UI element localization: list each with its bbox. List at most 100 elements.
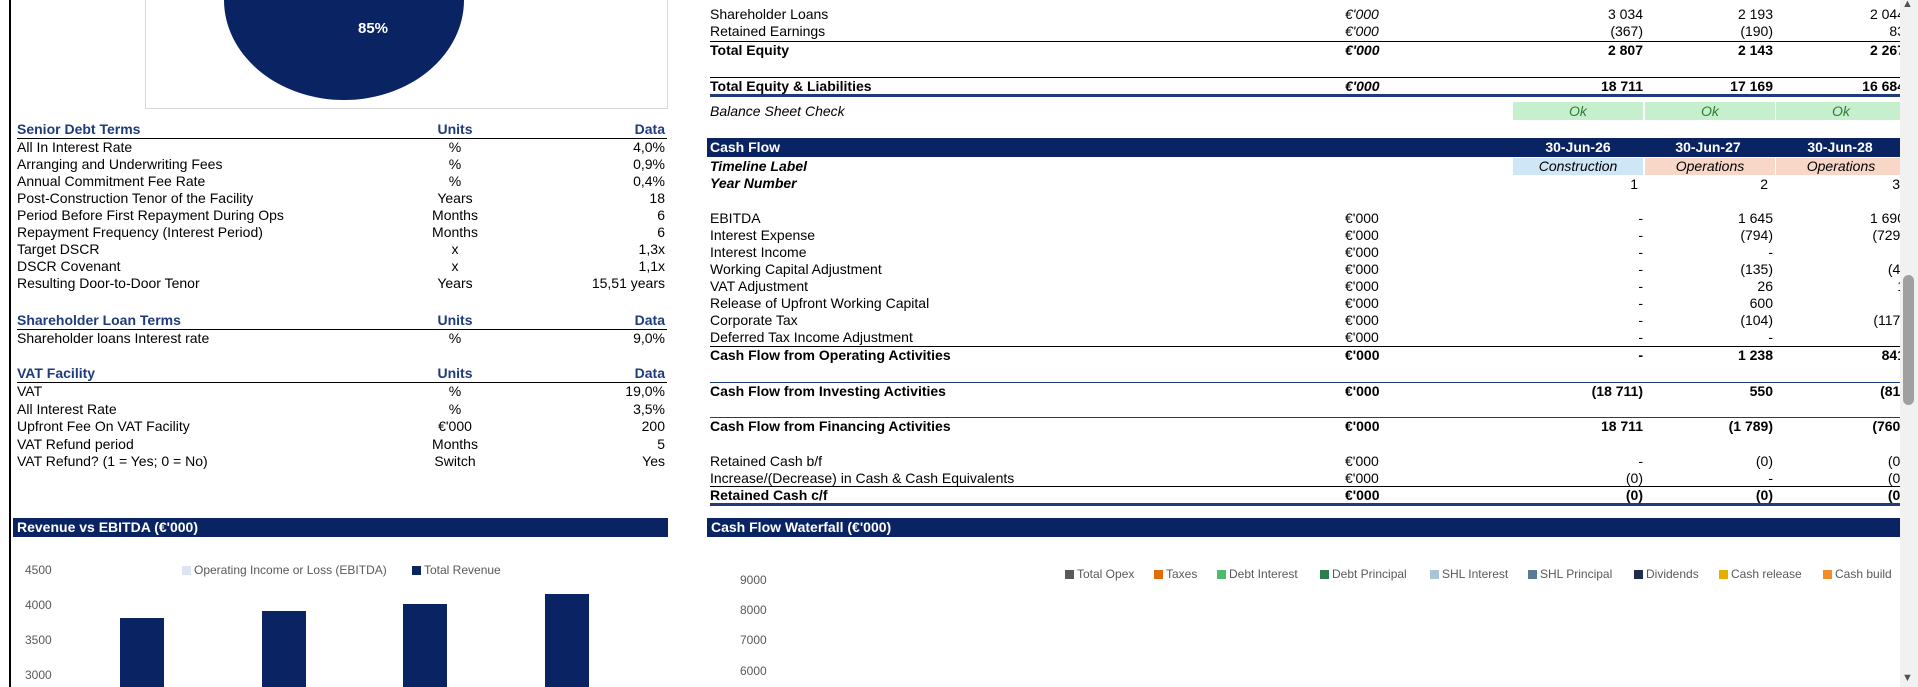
row-units: Years <box>437 275 473 291</box>
row-label: Shareholder Loans <box>710 6 829 22</box>
row-value-v3: (4) <box>1887 261 1905 277</box>
row-value-v3: 1 <box>1775 278 1905 295</box>
table-row: Resulting Door-to-Door Tenor Years 15,51 y… <box>17 275 667 292</box>
operating-cash-flow-row: Cash Flow from Operating Activities €'000… <box>710 347 1905 364</box>
divider <box>710 486 1900 487</box>
table-row: VAT Refund? (1 = Yes; 0 = No) Switch Yes <box>17 453 667 470</box>
row-value-v2: (0) <box>1755 487 1773 503</box>
row-data: Data <box>634 365 665 381</box>
revenue-bar <box>545 593 589 687</box>
row-label: VAT Refund period <box>17 435 134 452</box>
row-label: Deferred Tax Income Adjustment <box>710 329 913 345</box>
row-label: Cash Flow from Financing Activities <box>710 418 951 434</box>
divider <box>710 77 1900 78</box>
row-units: Years <box>437 190 473 206</box>
row-units: % <box>448 400 462 417</box>
row-units: x <box>451 258 459 274</box>
row-value-v3: 16 684 <box>1862 78 1905 94</box>
row-value-v3: (117) <box>1873 312 1905 328</box>
row-value-v2: (190) <box>1740 23 1773 39</box>
row-value-v2: 26 <box>1757 278 1773 294</box>
row-unit: €'000 <box>1345 418 1380 434</box>
y-tick-label: 3500 <box>25 633 52 647</box>
table-row: Upfront Fee On VAT Facility €'000 200 <box>17 418 667 435</box>
row-units: % <box>448 383 462 399</box>
double-divider <box>710 94 1900 97</box>
pie-chart: 85% <box>145 0 668 109</box>
legend-swatch <box>1217 570 1226 579</box>
divider <box>710 41 1900 42</box>
row-value-v3: (760) <box>1872 418 1905 434</box>
row-value-v1: (0) <box>1625 470 1643 486</box>
row-label: VAT Refund? (1 = Yes; 0 = No) <box>17 453 208 469</box>
row-value-v1: - <box>1638 453 1643 469</box>
scroll-down-arrow[interactable]: ▼ <box>1902 672 1913 684</box>
revenue-bar <box>120 618 164 687</box>
row-value-v2: 17 169 <box>1730 78 1773 94</box>
row-value-v3: 1 690 <box>1869 210 1905 226</box>
row-value-v1: - <box>1638 210 1643 226</box>
row-data: Data <box>634 121 665 137</box>
y-tick-label: 9000 <box>740 573 767 587</box>
row-label: All Interest Rate <box>17 400 117 417</box>
row-value-v3: (0) <box>1887 487 1905 503</box>
year-number-label: Year Number <box>710 175 797 191</box>
scrollbar-thumb[interactable] <box>1903 275 1914 405</box>
year-number: 1 <box>1630 176 1638 192</box>
legend-item: Operating Income or Loss (EBITDA) <box>182 563 387 577</box>
row-data: 6 <box>657 207 665 223</box>
row-data: Data <box>634 312 665 328</box>
row-value-v3: 2 044 <box>1869 6 1905 22</box>
row-unit: €'000 <box>1345 470 1379 486</box>
row-label: DSCR Covenant <box>17 258 121 274</box>
table-row: All Interest Rate% 3,5% <box>17 401 667 418</box>
row-value-v1: - <box>1638 278 1643 294</box>
row-label: Release of Upfront Working Capital <box>710 295 930 311</box>
row-data: 3,5% <box>633 400 665 417</box>
legend-swatch <box>1719 570 1728 579</box>
row-unit: €'000 <box>1345 278 1379 294</box>
table-row: Target DSCR x 1,3x <box>17 241 667 258</box>
row-unit: €'000 <box>1345 312 1379 328</box>
row-units: % <box>448 330 462 346</box>
row-units: Units <box>437 121 473 137</box>
row-value-v2: - <box>1768 329 1773 345</box>
row-value-v2: 600 <box>1749 295 1773 311</box>
retained-cash-bf-row: Retained Cash b/f €'000 - (0) (0) <box>710 453 1905 470</box>
double-divider <box>710 503 1900 506</box>
row-label: VAT <box>17 383 43 399</box>
row-value-v3: - <box>1775 295 1905 312</box>
investing-cash-flow-row: Cash Flow from Investing Activities €'000… <box>710 383 1905 400</box>
row-value-v2: 1 238 <box>1737 347 1773 363</box>
section-title: Shareholder Loan Terms <box>17 312 181 328</box>
legend-item: Debt Interest <box>1217 567 1298 581</box>
row-data: 15,51 years <box>591 275 665 291</box>
row-label: Post-Construction Tenor of the Facility <box>17 190 254 206</box>
scroll-up-arrow[interactable]: ▲ <box>1902 0 1913 10</box>
legend-item: Dividends <box>1634 567 1699 581</box>
legend-item: Cash build <box>1823 567 1892 581</box>
legend-item: Debt Principal <box>1320 567 1407 581</box>
financing-cash-flow-row: Cash Flow from Financing Activities €'000… <box>710 418 1905 435</box>
legend-label: Operating Income or Loss (EBITDA) <box>194 563 387 577</box>
timeline-label: Timeline Label <box>710 158 807 174</box>
row-unit: €'000 <box>1345 78 1380 94</box>
row-unit: €'000 <box>1345 244 1379 260</box>
row-value-v3: (81) <box>1880 383 1905 399</box>
row-data: 19,0% <box>625 383 665 399</box>
period-date: 30-Jun-27 <box>1675 139 1741 155</box>
table-row: Shareholder Loans €'000 3 034 2 193 2 044 <box>710 6 1905 23</box>
balance-check-ok: Ok <box>1776 102 1906 120</box>
y-tick-label: 8000 <box>740 603 767 617</box>
table-row: Post-Construction Tenor of the Facility Y… <box>17 190 667 207</box>
row-data: Yes <box>642 453 665 469</box>
row-unit: €'000 <box>1345 261 1379 277</box>
legend-item: Taxes <box>1154 567 1197 581</box>
legend-item: Cash release <box>1719 567 1802 581</box>
timeline-phase: Operations <box>1776 158 1906 175</box>
row-unit: €'000 <box>1345 383 1380 399</box>
pie-slice <box>224 0 464 100</box>
section-title: VAT Facility <box>17 365 96 381</box>
row-units: % <box>448 139 462 155</box>
row-value-v3: (0) <box>1887 470 1905 486</box>
